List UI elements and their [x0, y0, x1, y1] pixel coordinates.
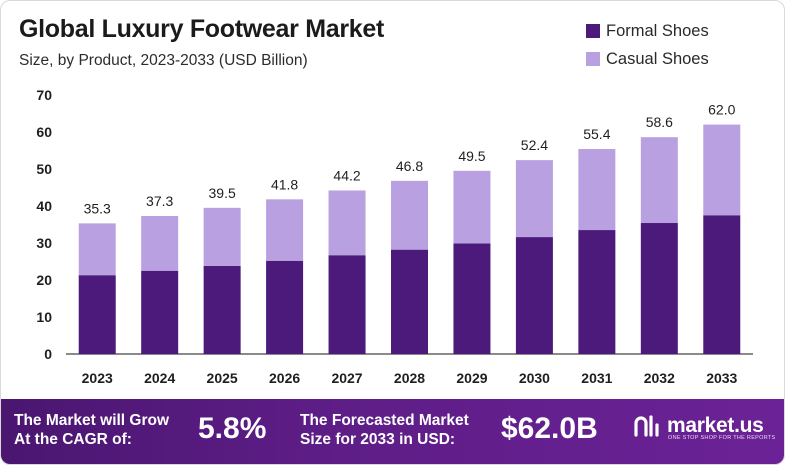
bar-casual-shoes-2031	[578, 149, 616, 231]
x-tick-label-2033: 2033	[706, 370, 737, 386]
bar-formal-shoes-2028	[391, 249, 428, 354]
forecast-label-line1: The Forecasted Market	[300, 412, 469, 429]
data-label-total-2024: 37.3	[146, 193, 173, 209]
bar-casual-shoes-2032	[640, 137, 678, 224]
legend-item-formal: Formal Shoes	[586, 17, 709, 45]
chart-subtitle: Size, by Product, 2023-2033 (USD Billion…	[19, 52, 308, 69]
brand-tagline: ONE STOP SHOP FOR THE REPORTS	[668, 435, 776, 441]
legend-item-casual: Casual Shoes	[586, 45, 709, 73]
chart-title: Global Luxury Footwear Market	[19, 15, 384, 43]
brand-name: market.us	[667, 414, 764, 437]
bar-formal-shoes-2033	[703, 215, 741, 354]
x-tick-label-2026: 2026	[269, 370, 300, 386]
market-us-logo-icon	[634, 415, 659, 437]
bar-casual-shoes-2030	[515, 160, 553, 238]
x-tick-label-2024: 2024	[144, 370, 175, 386]
brand-logo[interactable]: market.us ONE STOP SHOP FOR THE REPORTS	[633, 413, 775, 441]
bar-casual-shoes-2024	[141, 215, 179, 271]
forecast-label-line2: Size for 2033 in USD:	[300, 431, 456, 448]
data-label-total-2029: 49.5	[458, 148, 485, 164]
x-tick-label-2025: 2025	[207, 370, 238, 386]
bar-formal-shoes-2029	[453, 243, 491, 354]
y-tick-label-20: 20	[36, 272, 52, 288]
bar-formal-shoes-2031	[578, 230, 616, 354]
bar-casual-shoes-2023	[78, 223, 116, 276]
data-label-total-2032: 58.6	[646, 114, 673, 130]
cagr-label-line2: At the CAGR of:	[14, 431, 132, 448]
x-tick-label-2032: 2032	[644, 370, 675, 386]
y-tick-label-30: 30	[36, 235, 52, 251]
x-tick-label-2023: 2023	[82, 370, 113, 386]
bar-casual-shoes-2025	[203, 207, 241, 266]
y-tick-label-70: 70	[36, 87, 52, 103]
bar-casual-shoes-2029	[453, 170, 491, 244]
bar-casual-shoes-2028	[391, 180, 428, 250]
y-tick-label-0: 0	[44, 346, 52, 362]
data-label-total-2023: 35.3	[84, 200, 111, 216]
y-tick-label-60: 60	[36, 124, 52, 140]
cagr-value: 5.8%	[198, 412, 267, 445]
data-label-total-2030: 52.4	[521, 137, 548, 153]
legend-label-formal: Formal Shoes	[606, 21, 709, 40]
x-tick-label-2031: 2031	[581, 370, 612, 386]
data-label-total-2033: 62.0	[708, 102, 735, 118]
bar-casual-shoes-2027	[328, 190, 366, 256]
chart-legend: Formal Shoes Casual Shoes	[586, 17, 709, 73]
forecast-label: The Forecasted Market Size for 2033 in U…	[300, 411, 469, 449]
legend-swatch-formal	[586, 24, 600, 38]
bar-formal-shoes-2025	[203, 265, 241, 354]
forecast-value: $62.0B	[501, 412, 598, 445]
bar-formal-shoes-2026	[266, 260, 304, 354]
x-tick-label-2027: 2027	[331, 370, 362, 386]
x-tick-label-2030: 2030	[519, 370, 550, 386]
bar-casual-shoes-2026	[266, 199, 304, 261]
bar-formal-shoes-2023	[78, 275, 116, 354]
legend-swatch-casual	[586, 52, 600, 66]
data-label-total-2026: 41.8	[271, 176, 298, 192]
x-tick-label-2029: 2029	[456, 370, 487, 386]
bar-formal-shoes-2032	[640, 223, 678, 354]
y-tick-label-50: 50	[36, 161, 52, 177]
x-tick-label-2028: 2028	[394, 370, 425, 386]
cagr-label: The Market will Grow At the CAGR of:	[14, 411, 169, 449]
bar-casual-shoes-2033	[703, 124, 741, 216]
bar-chart: 01020304050607035.3202337.3202439.520254…	[36, 87, 753, 386]
footer-banner: The Market will Grow At the CAGR of: 5.8…	[1, 399, 784, 464]
data-label-total-2031: 55.4	[583, 126, 610, 142]
bar-formal-shoes-2030	[515, 237, 553, 354]
bar-formal-shoes-2027	[328, 255, 366, 354]
cagr-label-line1: The Market will Grow	[14, 412, 170, 429]
y-tick-label-10: 10	[36, 309, 52, 325]
data-label-total-2028: 46.8	[396, 158, 423, 174]
data-label-total-2025: 39.5	[209, 185, 236, 201]
bar-formal-shoes-2024	[141, 270, 179, 354]
legend-label-casual: Casual Shoes	[606, 49, 709, 68]
y-tick-label-40: 40	[36, 198, 52, 214]
data-label-total-2027: 44.2	[333, 167, 360, 183]
